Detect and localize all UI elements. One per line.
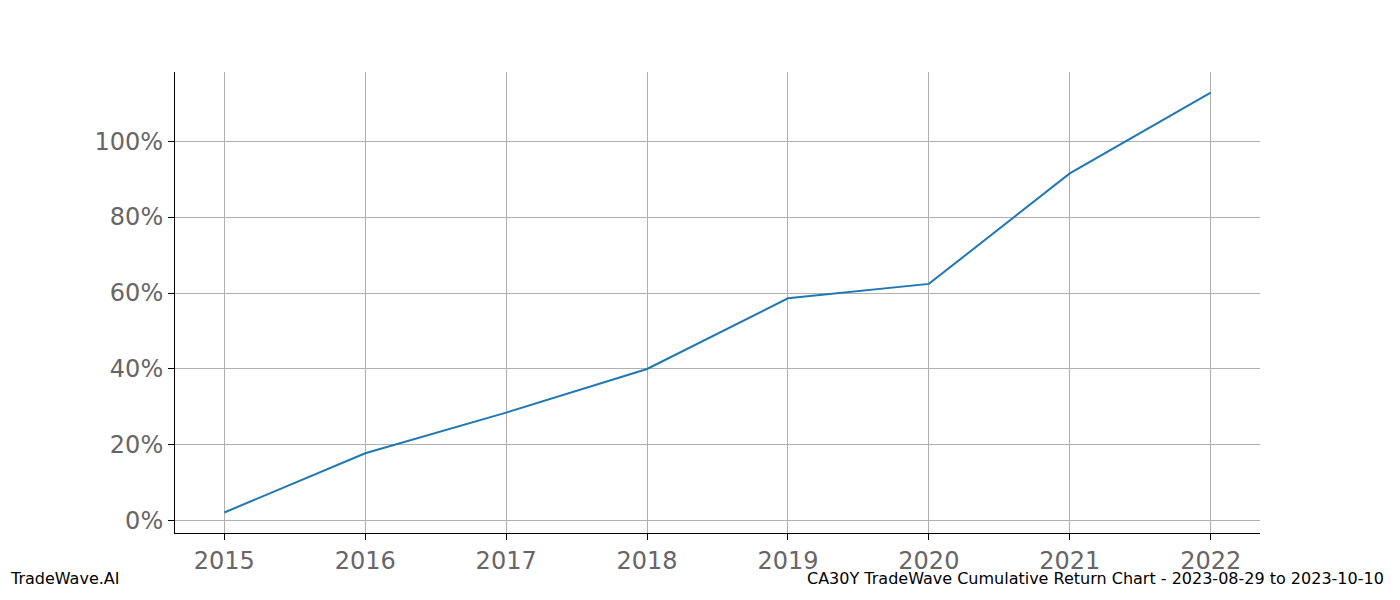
svg-text:20%: 20% — [110, 431, 163, 459]
svg-text:40%: 40% — [110, 355, 163, 383]
svg-text:2021: 2021 — [1039, 547, 1100, 575]
svg-text:60%: 60% — [110, 279, 163, 307]
svg-text:100%: 100% — [95, 128, 164, 156]
svg-text:0%: 0% — [125, 507, 163, 535]
svg-text:2017: 2017 — [476, 547, 537, 575]
svg-text:2020: 2020 — [898, 547, 959, 575]
svg-text:2022: 2022 — [1180, 547, 1241, 575]
svg-text:80%: 80% — [110, 203, 163, 231]
svg-text:2019: 2019 — [757, 547, 818, 575]
svg-text:CA30Y TradeWave Cumulative Ret: CA30Y TradeWave Cumulative Return Chart … — [807, 569, 1384, 588]
svg-text:2015: 2015 — [194, 547, 255, 575]
svg-text:2016: 2016 — [335, 547, 396, 575]
svg-text:TradeWave.AI: TradeWave.AI — [10, 569, 119, 588]
svg-text:2018: 2018 — [617, 547, 678, 575]
